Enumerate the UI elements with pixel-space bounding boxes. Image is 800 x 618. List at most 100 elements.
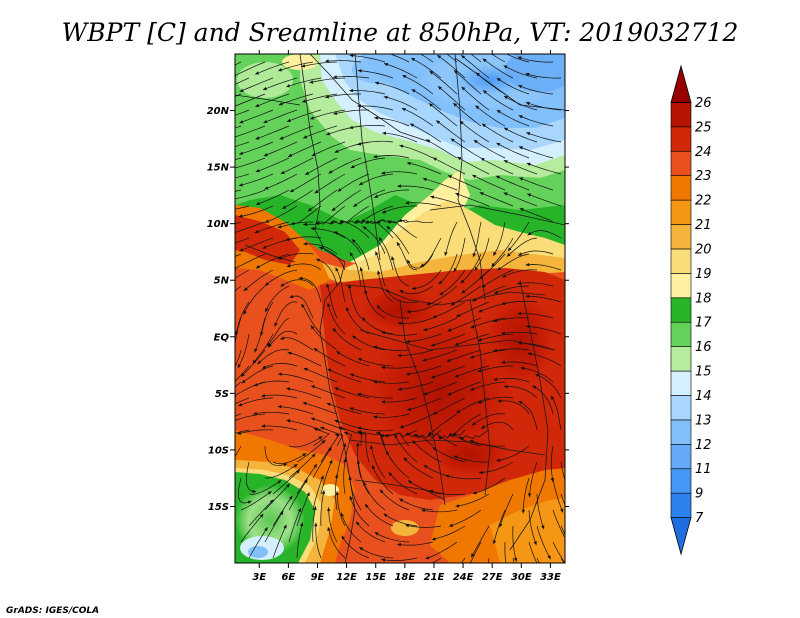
streamline-arrowhead — [496, 458, 501, 462]
streamline-arrowhead — [388, 472, 393, 477]
streamline — [478, 461, 514, 474]
streamline — [349, 252, 362, 287]
colorbar: 7 9 11 12 13 14 15 16 17 18 19 20 21 22 23 24 25 26 — [670, 64, 712, 556]
colorbar-label: 9 — [695, 487, 703, 502]
streamline-arrowhead — [459, 437, 464, 441]
streamline-arrowhead — [334, 149, 339, 153]
streamline — [260, 301, 274, 336]
streamline — [373, 413, 410, 418]
streamline-arrowhead — [311, 152, 316, 156]
streamline-arrowhead — [286, 264, 291, 268]
streamline-arrowhead — [479, 275, 484, 280]
streamline-arrowhead — [551, 395, 555, 400]
streamline-arrowhead — [263, 153, 268, 157]
streamline-arrowhead — [263, 119, 268, 124]
streamline-arrowhead — [365, 504, 369, 508]
streamline — [438, 253, 458, 285]
streamline-arrowhead — [373, 345, 378, 350]
zone-crimson-4 — [425, 430, 515, 480]
streamline-arrowhead — [431, 537, 436, 541]
streamline-arrowhead — [374, 532, 379, 536]
streamline-arrowhead — [243, 287, 248, 291]
streamline-arrowhead — [319, 246, 324, 250]
streamline — [430, 196, 466, 207]
streamline — [460, 54, 490, 79]
streamline-arrowhead — [483, 90, 487, 94]
streamline — [241, 365, 274, 384]
streamline — [432, 446, 466, 463]
colorbar-swatch — [670, 419, 692, 445]
streamline — [475, 72, 506, 95]
streamline-arrowhead — [349, 496, 353, 500]
streamline-arrowhead — [222, 473, 226, 477]
streamline-arrowhead — [478, 309, 483, 313]
streamline-arrowhead — [407, 407, 411, 411]
streamline — [453, 69, 482, 95]
streamline — [235, 349, 242, 368]
streamline-arrowhead — [261, 394, 266, 398]
streamline-arrowhead — [430, 195, 435, 199]
streamline — [243, 285, 266, 315]
colorbar-swatch — [670, 175, 692, 201]
streamline-arrowhead — [479, 470, 483, 475]
streamline — [437, 429, 466, 440]
streamline-arrowhead — [452, 432, 457, 437]
x-tick-label: 27E — [482, 572, 503, 583]
streamline — [307, 189, 338, 212]
streamline-arrowhead — [286, 419, 291, 423]
streamline-arrowhead — [450, 302, 455, 306]
streamline-arrowhead — [471, 422, 476, 426]
streamline — [358, 173, 394, 186]
border-5 — [399, 299, 446, 506]
streamline-arrowhead — [376, 431, 380, 435]
streamline — [238, 477, 252, 504]
streamline-arrowhead — [346, 307, 350, 312]
streamline — [552, 477, 564, 513]
streamline — [454, 365, 490, 378]
streamline — [481, 421, 514, 431]
streamline — [405, 202, 442, 207]
streamline — [426, 285, 458, 306]
streamline-arrowhead — [231, 231, 235, 234]
streamline-arrowhead — [504, 127, 508, 132]
streamline — [357, 140, 394, 146]
streamline — [455, 493, 490, 507]
streamline-arrowhead — [302, 99, 306, 103]
streamline-arrowhead — [306, 492, 310, 497]
streamline — [240, 490, 272, 511]
nile-basin-line — [454, 54, 486, 301]
streamline — [399, 145, 434, 159]
streamline-arrowhead — [406, 161, 411, 166]
streamline — [240, 513, 264, 543]
streamline — [525, 73, 562, 79]
streamline-arrowhead — [381, 171, 386, 175]
streamline-arrowhead — [286, 483, 290, 488]
streamline — [550, 445, 554, 482]
streamline — [287, 141, 322, 158]
streamline — [453, 102, 482, 127]
streamline — [349, 90, 386, 95]
streamline-arrowhead — [491, 262, 496, 267]
streamline — [327, 526, 346, 559]
streamline-arrowhead — [407, 259, 411, 264]
streamline-arrowhead — [357, 392, 362, 397]
streamline-arrowhead — [560, 508, 564, 513]
streamline-arrowhead — [481, 284, 486, 288]
streamline — [362, 226, 386, 255]
streamline-arrowhead — [532, 385, 537, 390]
streamline-arrowhead — [547, 555, 551, 560]
border-10 — [235, 94, 301, 106]
streamline — [315, 522, 322, 559]
streamline — [493, 317, 530, 322]
streamline-arrowhead — [241, 379, 246, 384]
streamline — [266, 317, 290, 347]
streamline-arrowhead — [214, 149, 218, 152]
streamline-arrowhead — [257, 360, 262, 365]
streamline-arrowhead — [375, 81, 379, 85]
streamline-arrowhead — [496, 78, 501, 82]
streamline — [332, 327, 362, 351]
streamline-arrowhead — [207, 263, 211, 266]
streamline-arrowhead — [398, 218, 402, 223]
streamline — [341, 535, 370, 559]
streamline-arrowhead — [265, 219, 270, 223]
